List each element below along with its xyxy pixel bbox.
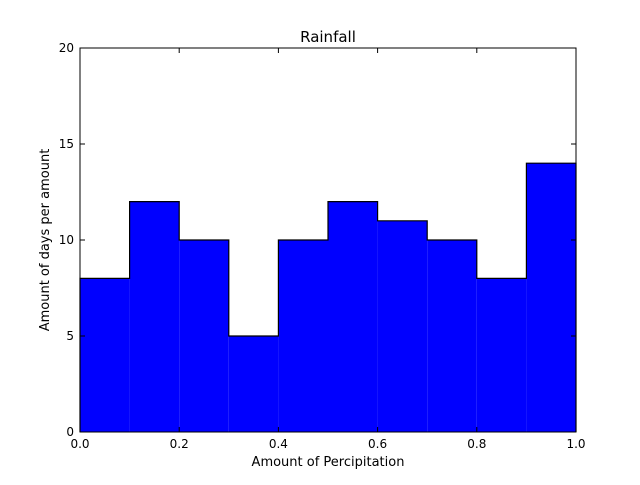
x-tick-label: 1.0 <box>566 437 585 451</box>
y-tick-label: 15 <box>59 137 74 151</box>
x-axis-label: Amount of Percipitation <box>252 455 405 470</box>
x-tick-label: 0.8 <box>467 437 486 451</box>
histogram-bar <box>278 240 328 432</box>
y-tick-label: 20 <box>59 41 74 55</box>
x-tick-label: 0.6 <box>368 437 387 451</box>
histogram-bar <box>526 163 576 432</box>
chart-title: Rainfall <box>300 28 356 46</box>
histogram-bar <box>476 278 527 432</box>
histogram-bar <box>129 201 180 432</box>
x-tick-label: 0.0 <box>70 437 89 451</box>
x-tick-label: 0.4 <box>269 437 288 451</box>
histogram-bar <box>80 278 130 432</box>
y-axis-ticks: 0 5 10 15 20 <box>59 41 576 439</box>
histogram-bar <box>179 240 229 432</box>
x-axis-ticks: 0.0 0.2 0.4 0.6 0.8 1.0 <box>70 48 586 451</box>
y-tick-label: 0 <box>66 425 74 439</box>
y-tick-label: 5 <box>66 329 74 343</box>
x-tick-label: 0.2 <box>170 437 189 451</box>
histogram-bar <box>377 220 428 432</box>
y-axis-label: Amount of days per amount <box>38 149 53 332</box>
histogram-bar <box>328 201 378 432</box>
histogram-bars <box>79 162 577 432</box>
y-tick-label: 10 <box>59 233 74 247</box>
histogram-outline <box>79 162 577 432</box>
histogram-bar <box>427 240 477 432</box>
histogram-bar <box>228 336 279 432</box>
